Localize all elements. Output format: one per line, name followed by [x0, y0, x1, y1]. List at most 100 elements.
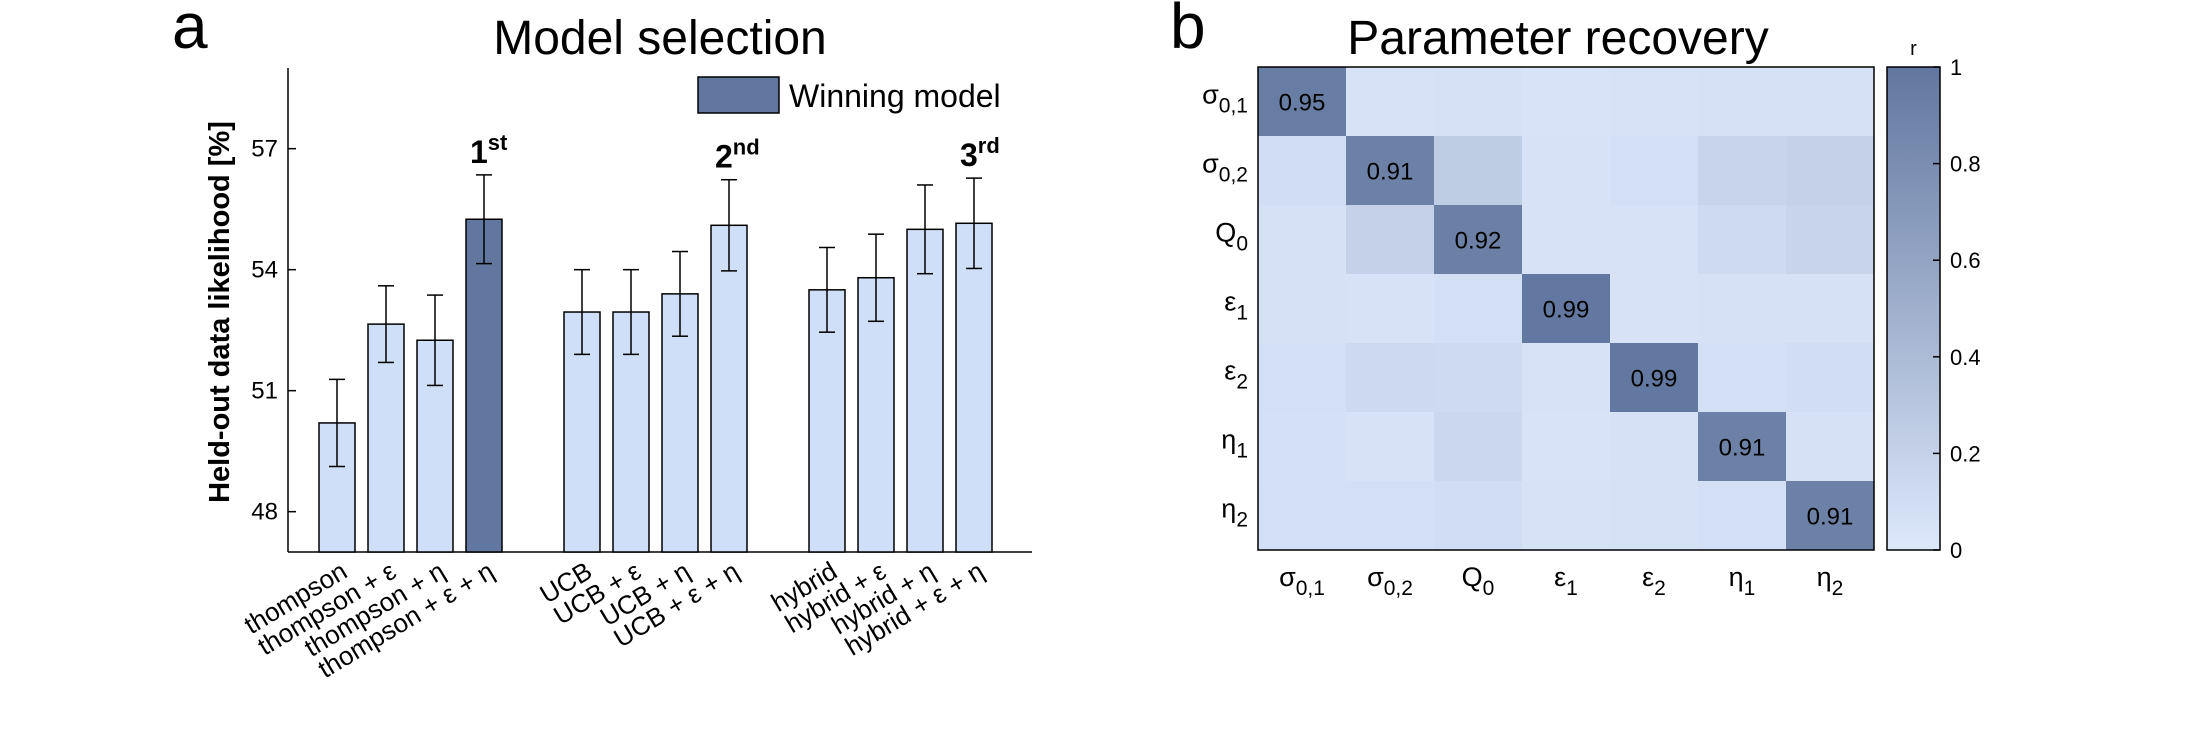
rank-suffix: st [488, 130, 508, 155]
y-tick-label: 48 [251, 499, 278, 526]
symbol: Q [1215, 218, 1236, 248]
bar-series [318, 218, 993, 553]
diagonal-value-label: 0.99 [1543, 297, 1590, 324]
panel-letter-b: b [1170, 0, 1206, 62]
heatmap-cell [1258, 481, 1347, 551]
subscript: 0,1 [1219, 95, 1248, 118]
legend-swatch [697, 76, 780, 114]
rank-labels: 1st 2nd 3rd [470, 130, 1000, 175]
parameter-recovery-panel: b Parameter recovery 0.950.910.920.990.9… [1170, 0, 1981, 600]
heatmap-cell [1258, 274, 1347, 344]
heatmap-cell [1786, 136, 1875, 206]
colorbar: 0 0.2 0.4 0.6 0.8 1 r [1886, 38, 1981, 563]
heatmap-cell [1258, 412, 1347, 482]
symbol: σ [1367, 562, 1384, 592]
heatmap-cell [1522, 412, 1611, 482]
col-label: ε2 [1642, 562, 1666, 600]
symbol: σ [1202, 80, 1219, 110]
heatmap-cell [1258, 343, 1347, 413]
heatmap-cells [1257, 66, 1875, 551]
subscript: 2 [1236, 371, 1248, 394]
heatmap-cell [1610, 343, 1699, 413]
heatmap-cell [1786, 67, 1875, 137]
symbol: ε [1642, 562, 1654, 592]
heatmap-cell [1434, 67, 1523, 137]
heatmap-cell-labels: 0.95 0.91 0.92 0.99 0.99 0.91 0.91 [1279, 90, 1854, 531]
symbol: σ [1279, 562, 1296, 592]
row-label: η1 [1221, 425, 1248, 463]
subscript: 1 [1744, 577, 1756, 600]
heatmap-cell [1434, 205, 1523, 275]
heatmap-cell [1610, 205, 1699, 275]
bar [955, 222, 993, 553]
row-label: ε2 [1224, 356, 1248, 394]
symbol: η [1221, 425, 1236, 455]
colorbar-bar [1886, 66, 1941, 551]
diagonal-value-label: 0.99 [1631, 366, 1678, 393]
rank-number: 2 [715, 139, 733, 175]
col-label: Q0 [1462, 562, 1495, 600]
panel-letter-a: a [172, 0, 208, 62]
heatmap-cell [1434, 343, 1523, 413]
legend-label: Winning model [789, 78, 1001, 114]
subscript: 0,1 [1296, 577, 1325, 600]
col-label: ε1 [1554, 562, 1578, 600]
row-label: η2 [1221, 494, 1248, 532]
legend: Winning model [697, 76, 1001, 114]
heatmap-cell [1346, 136, 1435, 206]
bar [906, 228, 944, 553]
row-label: σ0,2 [1202, 149, 1248, 187]
subscript: 1 [1566, 577, 1578, 600]
symbol: Q [1462, 562, 1483, 592]
heatmap-cell [1346, 481, 1435, 551]
rank-label: 1st [470, 130, 508, 170]
rank-number: 1 [470, 134, 488, 170]
heatmap-cell [1698, 274, 1787, 344]
subscript: 2 [1654, 577, 1666, 600]
heatmap-cell [1434, 274, 1523, 344]
subscript: 1 [1236, 302, 1248, 325]
rank-number: 3 [960, 137, 978, 173]
heatmap-cell [1522, 343, 1611, 413]
subscript: 0 [1236, 233, 1248, 256]
subscript: 0,2 [1219, 164, 1248, 187]
symbol: σ [1202, 149, 1219, 179]
heatmap-cell [1610, 136, 1699, 206]
rank-label: 3rd [960, 133, 1000, 173]
heatmap-cell [1522, 67, 1611, 137]
heatmap-cell [1346, 343, 1435, 413]
symbol: ε [1224, 287, 1236, 317]
diagonal-value-label: 0.91 [1807, 504, 1854, 531]
diagonal-value-label: 0.95 [1279, 90, 1326, 117]
bar [465, 218, 503, 553]
parameter-recovery-title: Parameter recovery [1347, 12, 1768, 65]
heatmap-cell [1698, 481, 1787, 551]
rank-suffix: rd [978, 133, 1000, 158]
symbol: ε [1224, 356, 1236, 386]
row-label: σ0,1 [1202, 80, 1248, 118]
heatmap-cell [1522, 136, 1611, 206]
heatmap-cell [1346, 67, 1435, 137]
heatmap-cell [1698, 412, 1787, 482]
heatmap-cell [1522, 205, 1611, 275]
heatmap-cell [1786, 205, 1875, 275]
heatmap-cell [1346, 412, 1435, 482]
heatmap-cell [1698, 343, 1787, 413]
colorbar-tick-label: 1 [1950, 55, 1962, 80]
row-label: Q0 [1215, 218, 1248, 256]
heatmap-cell [1258, 205, 1347, 275]
heatmap-cell [1434, 481, 1523, 551]
row-label: ε1 [1224, 287, 1248, 325]
diagonal-value-label: 0.91 [1367, 159, 1414, 186]
diagonal-value-label: 0.91 [1719, 435, 1766, 462]
heatmap-cell [1698, 205, 1787, 275]
subscript: 0,2 [1384, 577, 1413, 600]
heatmap-cell [1434, 136, 1523, 206]
heatmap-cell [1698, 67, 1787, 137]
bar [710, 224, 748, 553]
colorbar-tick-label: 0.4 [1950, 345, 1981, 370]
heatmap-cell [1346, 274, 1435, 344]
col-label: η1 [1729, 562, 1756, 600]
